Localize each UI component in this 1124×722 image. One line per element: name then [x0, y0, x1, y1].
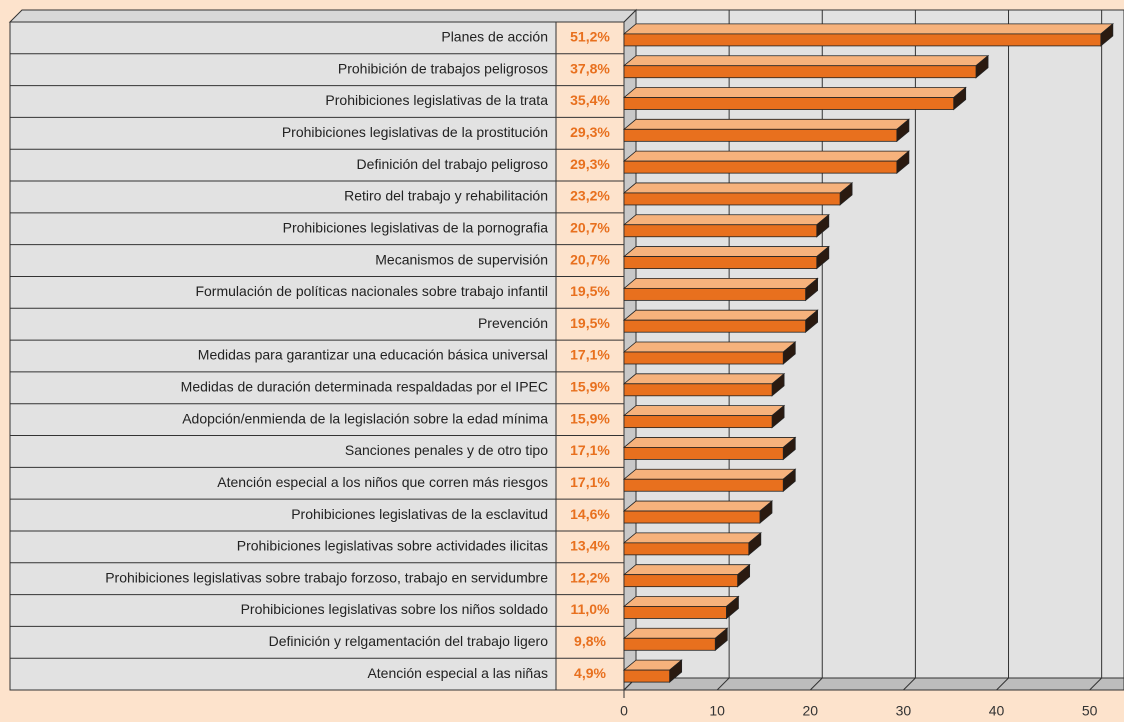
value-label: 12,2%: [570, 569, 610, 585]
bar: [623, 351, 784, 365]
bar: [623, 383, 773, 397]
bar-top: [622, 246, 830, 257]
value-label: 15,9%: [570, 410, 610, 426]
category-label: Atención especial a los niños que corren…: [217, 474, 548, 490]
value-label: 11,0%: [571, 601, 610, 617]
bar: [623, 447, 784, 460]
label-panel-top: [8, 9, 638, 23]
x-tick-label: 0: [620, 703, 628, 719]
bar-top: [622, 564, 751, 576]
category-label: Sanciones penales y de otro tipo: [345, 442, 548, 458]
category-label: Definición y relgamentación del trabajo …: [269, 633, 549, 649]
category-label: Prevención: [478, 315, 548, 331]
category-label: Definición del trabajo peligroso: [357, 156, 549, 172]
grid-line: [809, 677, 823, 691]
bar-top: [622, 405, 786, 417]
value-label: 35,4%: [570, 92, 610, 108]
category-label: Prohibición de trabajos peligrosos: [338, 60, 548, 76]
bar: [623, 224, 818, 238]
bar-top: [622, 87, 967, 98]
value-label: 17,1%: [570, 474, 610, 490]
value-label: 29,3%: [570, 156, 610, 172]
bar: [623, 478, 784, 492]
category-label: Medidas de duración determinada respalda…: [181, 379, 548, 395]
value-label: 29,3%: [570, 124, 610, 140]
category-label: Prohibiciones legislativas de la trata: [325, 92, 548, 108]
value-label: 23,2%: [570, 188, 610, 204]
bar: [623, 65, 977, 79]
bar-top: [622, 118, 910, 130]
value-label: 17,1%: [570, 347, 610, 363]
bar-top: [622, 309, 819, 321]
bar: [623, 287, 807, 301]
value-label: 20,7%: [570, 219, 610, 235]
bar-top: [622, 627, 729, 639]
bar: [623, 606, 727, 619]
bar-top: [622, 341, 797, 353]
bar: [623, 510, 761, 524]
bar-top: [622, 468, 797, 480]
x-tick-label: 40: [989, 703, 1005, 719]
value-label: 20,7%: [570, 251, 610, 267]
category-label: Prohibiciones legislativas sobre trabajo…: [105, 569, 548, 585]
bar-top: [622, 182, 854, 194]
bar: [623, 128, 898, 142]
x-tick-label: 20: [802, 703, 818, 719]
value-label: 4,9%: [574, 665, 606, 681]
grid-line: [903, 677, 916, 691]
value-label: 17,1%: [570, 442, 610, 458]
value-label: 19,5%: [570, 315, 610, 331]
bar: [623, 319, 807, 333]
bar: [623, 669, 671, 683]
bar-top: [622, 23, 1114, 35]
category-label: Prohibiciones legislativas de la esclavi…: [291, 506, 548, 522]
bar: [623, 415, 773, 429]
category-label: Prohibiciones legislativas sobre activid…: [237, 538, 548, 554]
grid-line: [996, 677, 1009, 691]
bar: [623, 97, 955, 110]
category-label: Retiro del trabajo y rehabilitación: [344, 188, 548, 204]
value-label: 19,5%: [570, 283, 610, 299]
bar: [623, 256, 818, 269]
grid-line: [1089, 677, 1103, 691]
value-label: 15,9%: [570, 379, 610, 395]
bar: [623, 192, 841, 206]
category-label: Mecanismos de supervisión: [375, 251, 548, 267]
bar-top: [622, 373, 786, 385]
category-label: Medidas para garantizar una educación bá…: [198, 347, 548, 363]
floor: [622, 677, 1124, 691]
bar: [623, 160, 898, 174]
category-label: Planes de acción: [441, 29, 548, 45]
category-label: Atención especial a las niñas: [367, 665, 548, 681]
bar: [623, 33, 1102, 47]
label-panel: [9, 21, 557, 691]
bar-top: [622, 437, 797, 448]
bar-top: [622, 214, 830, 226]
bar: [623, 574, 739, 588]
category-label: Prohibiciones legislativas de la prostit…: [282, 124, 548, 140]
bar-top: [622, 150, 910, 162]
x-tick-label: 50: [1082, 703, 1098, 719]
category-label: Formulación de políticas nacionales sobr…: [195, 283, 548, 299]
value-label: 51,2%: [570, 29, 610, 45]
bar-top: [622, 500, 774, 512]
bar-top: [622, 532, 762, 544]
bar-top: [622, 596, 740, 607]
category-label: Prohibiciones legislativas sobre los niñ…: [241, 601, 549, 617]
category-label: Adopción/enmienda de la legislación sobr…: [182, 410, 548, 426]
x-tick-label: 30: [896, 703, 912, 719]
bar: [623, 542, 750, 556]
value-label: 9,8%: [574, 633, 606, 649]
value-label: 14,6%: [570, 506, 610, 522]
bar-top: [622, 55, 990, 67]
value-label: 13,4%: [570, 538, 610, 554]
value-label: 37,8%: [570, 60, 610, 76]
grid-line: [716, 677, 730, 691]
bar: [623, 637, 716, 651]
x-tick-label: 10: [709, 703, 725, 719]
bar-top: [622, 277, 819, 289]
category-label: Prohibiciones legislativas de la pornogr…: [283, 219, 549, 235]
